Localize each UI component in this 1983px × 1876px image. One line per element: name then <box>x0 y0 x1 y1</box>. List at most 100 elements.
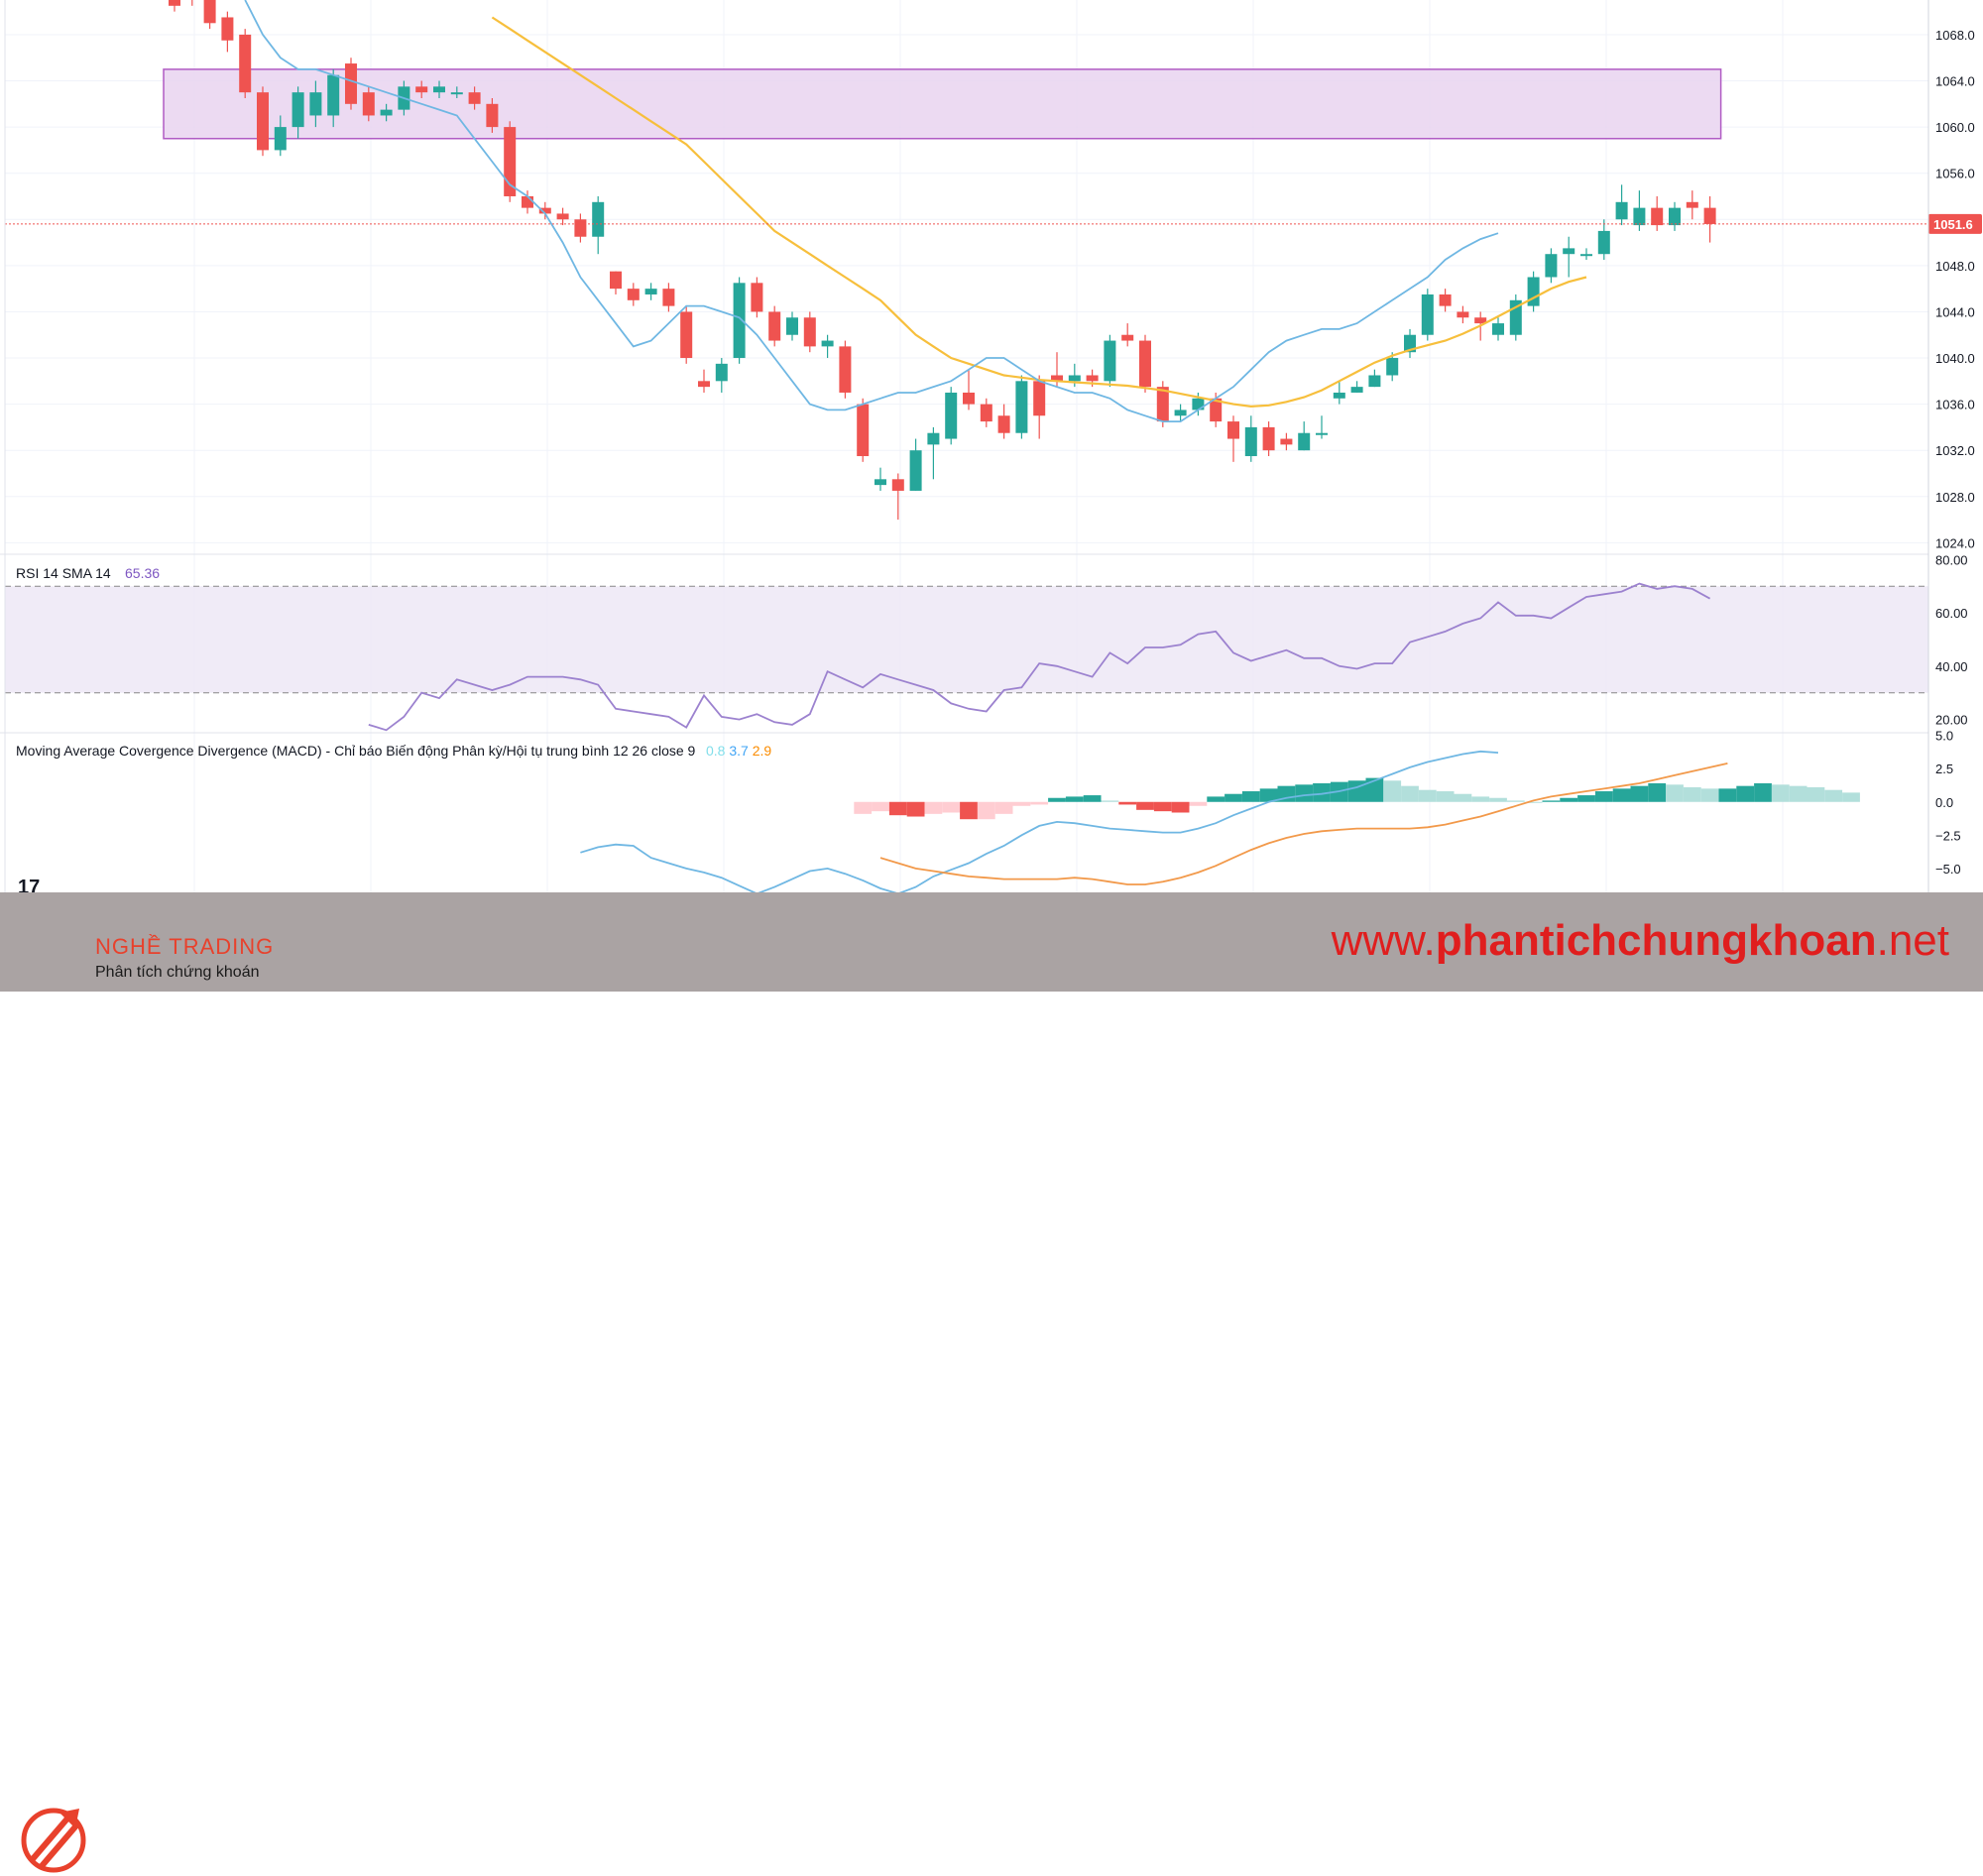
candle-body <box>1156 387 1169 422</box>
macd-histogram-bar <box>1736 785 1755 802</box>
site-main: phantichchungkhoan <box>1435 916 1877 965</box>
candle-body <box>1686 201 1698 208</box>
macd-histogram-bar <box>1012 801 1031 806</box>
candle-body <box>1545 254 1558 278</box>
macd-histogram-bar <box>1241 791 1260 802</box>
candle-body <box>680 311 693 359</box>
macd-histogram-bar <box>1207 796 1225 802</box>
candle-body <box>169 0 180 6</box>
website-link[interactable]: www.phantichchungkhoan.net <box>1332 916 1949 966</box>
price-tick-label: 1040.0 <box>1935 351 1975 366</box>
macd-histogram-bar <box>1824 789 1843 802</box>
candle-body <box>821 340 834 347</box>
price-axis[interactable]: 1068.01064.01060.01056.01052.01048.01044… <box>1935 28 1975 877</box>
macd-histogram-bar <box>1225 793 1242 802</box>
price-tick-label: 1036.0 <box>1935 398 1975 412</box>
candle-body <box>239 34 252 93</box>
candle-body <box>768 311 781 341</box>
candle-body <box>486 103 499 128</box>
rsi-legend-value: 65.36 <box>125 565 160 581</box>
candle-body <box>1492 323 1504 335</box>
price-tick-label: 1056.0 <box>1935 167 1975 181</box>
signal-line <box>879 762 1728 885</box>
brand-tagline: Phân tích chứng khoán <box>95 964 260 981</box>
candle-body <box>1298 432 1311 451</box>
candle-body <box>1615 201 1628 220</box>
candle-body <box>1703 207 1716 224</box>
candle-body <box>980 404 992 422</box>
macd-histogram-bar <box>1189 801 1208 806</box>
resistance-zone[interactable] <box>163 68 1722 140</box>
candle-body <box>345 63 357 104</box>
candle-body <box>1421 293 1434 335</box>
last-price-label: 1051.6 <box>1933 217 1973 232</box>
macd-histogram-bar <box>854 801 873 814</box>
candle-body <box>1280 438 1293 445</box>
macd-tick-label: 0.0 <box>1935 795 1953 810</box>
candle-body <box>592 201 605 237</box>
candle-body <box>1210 398 1223 422</box>
macd-histogram-bar <box>960 801 978 820</box>
candle-body <box>1651 207 1664 226</box>
rsi-tick-label: 20.00 <box>1935 713 1968 728</box>
candle-body <box>362 92 375 116</box>
candle-body <box>1121 334 1134 341</box>
price-pane[interactable] <box>5 0 1928 521</box>
candle-body <box>1174 410 1187 416</box>
candle-body <box>1386 358 1399 376</box>
candle-body <box>1015 381 1028 433</box>
price-tick-label: 1060.0 <box>1935 120 1975 135</box>
candle-body <box>1262 426 1275 451</box>
rsi-tick-label: 40.00 <box>1935 659 1968 674</box>
candle-body <box>257 92 269 151</box>
macd-histogram-bar <box>1065 796 1084 802</box>
macd-histogram-bar <box>1153 801 1172 812</box>
macd-histogram-bar <box>1118 801 1137 805</box>
rsi-band <box>5 586 1928 693</box>
macd-histogram-bar <box>1383 780 1402 802</box>
macd-tick-label: −2.5 <box>1935 828 1961 843</box>
candle-body <box>627 289 640 300</box>
candle-body <box>556 213 569 220</box>
candle-body <box>927 432 940 445</box>
macd-tick-label: 2.5 <box>1935 762 1953 776</box>
price-tick-label: 1028.0 <box>1935 490 1975 505</box>
candle-body <box>1457 311 1469 318</box>
candle-body <box>1580 254 1592 257</box>
macd-histogram-bar <box>1718 788 1737 802</box>
macd-histogram-bar <box>1030 801 1049 805</box>
candle-body <box>1563 248 1575 255</box>
candle-body <box>380 109 393 116</box>
candle-body <box>327 74 340 116</box>
candle-body <box>1669 207 1681 226</box>
rsi-pane[interactable]: RSI 14 SMA 14 65.36 <box>5 565 1928 732</box>
candle-body <box>644 289 657 294</box>
candle-body <box>803 317 816 347</box>
site-prefix: www. <box>1331 916 1436 965</box>
chart-canvas[interactable]: RSI 14 SMA 14 65.36 Moving Average Cover… <box>0 0 1983 992</box>
candle-body <box>1244 426 1257 457</box>
macd-histogram-bar <box>1259 788 1278 802</box>
ma-slow-line <box>491 16 1587 409</box>
macd-histogram-bar <box>1807 787 1825 802</box>
candle-body <box>857 404 870 457</box>
candle-body <box>1192 398 1205 410</box>
candle-body <box>221 17 234 41</box>
macd-histogram-bar <box>942 801 961 813</box>
macd-histogram-bar <box>924 801 943 814</box>
macd-histogram-bar <box>1789 785 1808 802</box>
macd-histogram-bar <box>1401 785 1419 802</box>
macd-histogram-bar <box>1506 800 1525 802</box>
macd-pane[interactable]: Moving Average Covergence Divergence (MA… <box>16 743 1860 895</box>
candle-body <box>1527 277 1540 306</box>
macd-histogram-bar <box>1648 782 1667 802</box>
price-tick-label: 1044.0 <box>1935 304 1975 319</box>
candle-body <box>1474 317 1487 324</box>
candle-body <box>997 415 1010 433</box>
last-price-tag <box>1928 213 1982 234</box>
macd-histogram-bar <box>1524 801 1543 803</box>
price-tick-label: 1048.0 <box>1935 259 1975 274</box>
candle-body <box>433 86 445 93</box>
candle-body <box>1068 375 1081 382</box>
candle-body <box>468 92 481 104</box>
